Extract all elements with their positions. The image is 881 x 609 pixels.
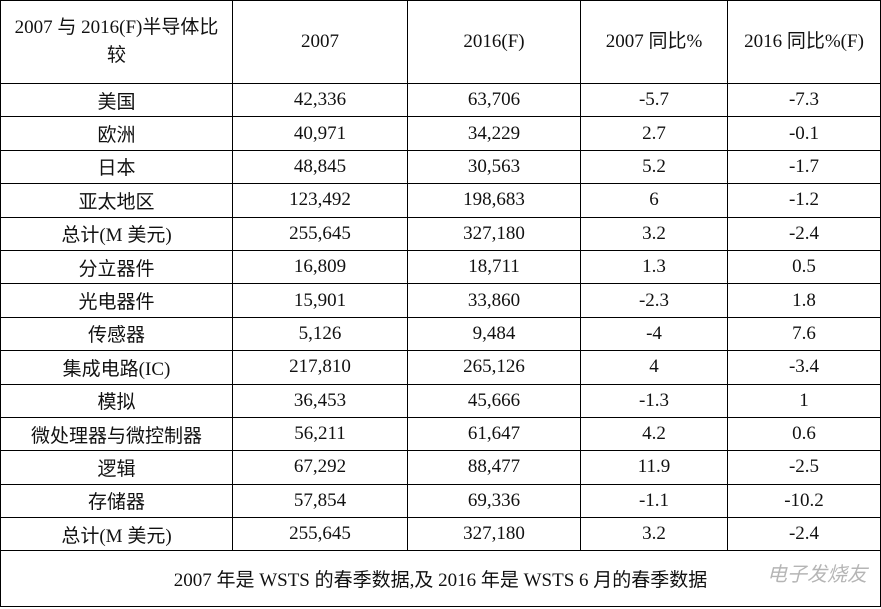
table-row: 分立器件 16,809 18,711 1.3 0.5 — [0, 249, 881, 285]
table-cell: -1.3 — [580, 383, 728, 418]
table-cell: 欧洲 — [0, 116, 233, 151]
table-cell: -0.1 — [727, 116, 881, 151]
table-cell: -3.4 — [727, 350, 881, 385]
table-cell: 集成电路(IC) — [0, 350, 233, 385]
table-cell: -1.7 — [727, 149, 881, 185]
table-row: 微处理器与微控制器 56,211 61,647 4.2 0.6 — [0, 416, 881, 452]
table-cell: 逻辑 — [0, 450, 233, 485]
table-cell: 69,336 — [407, 483, 581, 519]
table-cell: 56,211 — [232, 416, 408, 452]
table-cell: 6 — [580, 183, 728, 218]
table-cell: 4.2 — [580, 416, 728, 452]
table-cell: 0.6 — [727, 416, 881, 452]
table-cell: 1.3 — [580, 249, 728, 285]
table-cell: 1.8 — [727, 283, 881, 318]
table-cell: 57,854 — [232, 483, 408, 519]
table-cell: -2.3 — [580, 283, 728, 318]
table-cell: 存储器 — [0, 483, 233, 519]
table-cell: 123,492 — [232, 183, 408, 218]
table-row: 欧洲 40,971 34,229 2.7 -0.1 — [0, 116, 881, 151]
footnote-row: 2007 年是 WSTS 的春季数据,及 2016 年是 WSTS 6 月的春季… — [0, 550, 881, 608]
table-cell: -1.1 — [580, 483, 728, 519]
table-row: 总计(M 美元) 255,645 327,180 3.2 -2.4 — [0, 216, 881, 251]
table-cell: 61,647 — [407, 416, 581, 452]
header-cell: 2016 同比%(F) — [727, 0, 881, 84]
table-cell: 传感器 — [0, 316, 233, 352]
table-cell: 模拟 — [0, 383, 233, 418]
table-cell: 2.7 — [580, 116, 728, 151]
table-cell: 16,809 — [232, 249, 408, 285]
table-cell: -2.4 — [727, 216, 881, 251]
table-row: 日本 48,845 30,563 5.2 -1.7 — [0, 149, 881, 185]
table-cell: 5.2 — [580, 149, 728, 185]
table-cell: 光电器件 — [0, 283, 233, 318]
table-cell: 327,180 — [407, 517, 581, 552]
table-cell: 327,180 — [407, 216, 581, 251]
header-cell: 2016(F) — [407, 0, 581, 84]
table-cell: 亚太地区 — [0, 183, 233, 218]
table-cell: -7.3 — [727, 82, 881, 118]
table-cell: 255,645 — [232, 517, 408, 552]
header-row: 2007 与 2016(F)半导体比较 2007 2016(F) 2007 同比% 20… — [0, 0, 881, 84]
table-row: 亚太地区 123,492 198,683 6 -1.2 — [0, 183, 881, 218]
table-cell: 5,126 — [232, 316, 408, 352]
table-row: 集成电路(IC) 217,810 265,126 4 -3.4 — [0, 350, 881, 385]
table-cell: 67,292 — [232, 450, 408, 485]
table-row: 总计(M 美元) 255,645 327,180 3.2 -2.4 — [0, 517, 881, 552]
table-cell: 分立器件 — [0, 249, 233, 285]
table-cell: -10.2 — [727, 483, 881, 519]
table-cell: 30,563 — [407, 149, 581, 185]
table-cell: -2.4 — [727, 517, 881, 552]
table-cell: 33,860 — [407, 283, 581, 318]
table-cell: 1 — [727, 383, 881, 418]
table-cell: 18,711 — [407, 249, 581, 285]
table-cell: 日本 — [0, 149, 233, 185]
table-body: 美国 42,336 63,706 -5.7 -7.3 欧洲 40,971 34,229 2.7-… — [0, 82, 881, 608]
footnote: 2007 年是 WSTS 的春季数据,及 2016 年是 WSTS 6 月的春季… — [0, 550, 881, 608]
watermark: 电子发烧友 — [767, 562, 867, 586]
table-row: 光电器件 15,901 33,860 -2.3 1.8 — [0, 283, 881, 318]
header-cell: 2007 与 2016(F)半导体比较 — [0, 0, 233, 84]
table-cell: 4 — [580, 350, 728, 385]
table-row: 美国 42,336 63,706 -5.7 -7.3 — [0, 82, 881, 118]
table-cell: 48,845 — [232, 149, 408, 185]
table-cell: -5.7 — [580, 82, 728, 118]
table-cell: 63,706 — [407, 82, 581, 118]
table-cell: 36,453 — [232, 383, 408, 418]
table-cell: -2.5 — [727, 450, 881, 485]
table-row: 模拟 36,453 45,666 -1.3 1 — [0, 383, 881, 418]
table-cell: 34,229 — [407, 116, 581, 151]
table-cell: 217,810 — [232, 350, 408, 385]
table-cell: 3.2 — [580, 517, 728, 552]
table-cell: 7.6 — [727, 316, 881, 352]
table-cell: 15,901 — [232, 283, 408, 318]
table-cell: 42,336 — [232, 82, 408, 118]
table-cell: 微处理器与微控制器 — [0, 416, 233, 452]
table-cell: -1.2 — [727, 183, 881, 218]
table-cell: 总计(M 美元) — [0, 517, 233, 552]
header-cell: 2007 同比% — [580, 0, 728, 84]
table-head: 2007 与 2016(F)半导体比较 2007 2016(F) 2007 同比% 20… — [0, 0, 881, 84]
table-cell: 198,683 — [407, 183, 581, 218]
table-row: 传感器 5,126 9,484 -4 7.6 — [0, 316, 881, 352]
table-cell: 3.2 — [580, 216, 728, 251]
table-cell: 265,126 — [407, 350, 581, 385]
table-cell: 40,971 — [232, 116, 408, 151]
table-row: 逻辑 67,292 88,477 11.9 -2.5 — [0, 450, 881, 485]
header-cell: 2007 — [232, 0, 408, 84]
table-cell: 总计(M 美元) — [0, 216, 233, 251]
table-cell: 9,484 — [407, 316, 581, 352]
table-cell: 0.5 — [727, 249, 881, 285]
table-cell: 美国 — [0, 82, 233, 118]
table-cell: 45,666 — [407, 383, 581, 418]
table-cell: 11.9 — [580, 450, 728, 485]
table-cell: 88,477 — [407, 450, 581, 485]
table-row: 存储器 57,854 69,336 -1.1 -10.2 — [0, 483, 881, 519]
table-cell: -4 — [580, 316, 728, 352]
table-cell: 255,645 — [232, 216, 408, 251]
